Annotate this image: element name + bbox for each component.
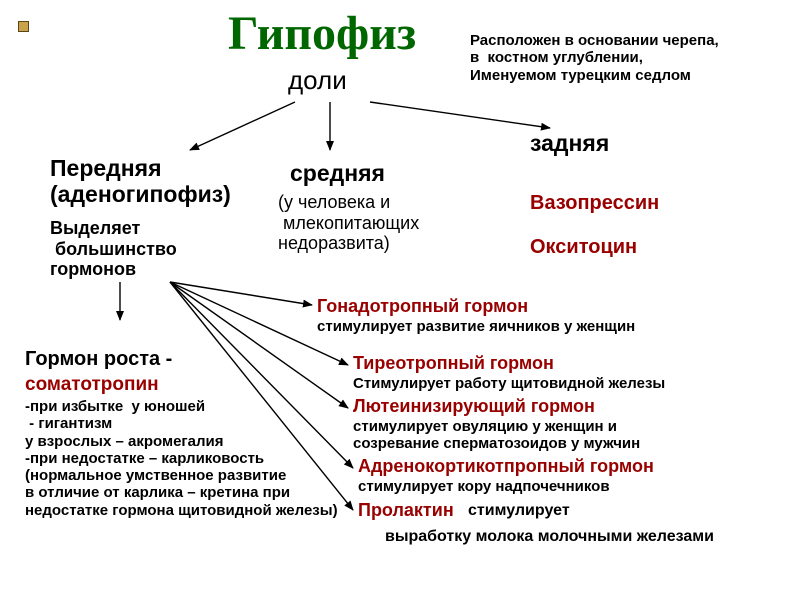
posterior-h2: Окситоцин <box>530 236 637 259</box>
location-note: Расположен в основании черепа, в костном… <box>470 32 719 84</box>
lobe-anterior-sub: Выделяет большинство гормонов <box>50 218 177 280</box>
ant-h2-name: Лютеинизирующий гормон <box>353 396 595 417</box>
ant-h1-desc: Стимулирует работу щитовидной железы <box>353 375 665 392</box>
ant-h4-desc: стимулирует <box>468 502 570 520</box>
growth-name: соматотропин <box>25 374 159 396</box>
lobe-posterior-name: задняя <box>530 130 609 156</box>
slide-bullet <box>18 21 29 32</box>
ant-h2-desc: стимулирует овуляцию у женщин и созреван… <box>353 418 640 453</box>
lobe-anterior-name: Передняя (аденогипофиз) <box>50 155 231 208</box>
lobe-middle-name: средняя <box>290 160 385 186</box>
ant-h0-desc: стимулирует развитие яичников у женщин <box>317 318 635 335</box>
section-heading: доли <box>288 66 347 96</box>
ant-h1-name: Тиреотропный гормон <box>353 353 554 374</box>
ant-h4-desc2: выработку молока молочными железами <box>385 528 714 546</box>
ant-h3-name: Адренокортикотпропный гормон <box>358 456 654 477</box>
growth-details: -при избытке у юношей - гигантизм у взро… <box>25 398 338 519</box>
main-title: Гипофиз <box>228 6 416 61</box>
ant-h4-name: Пролактин <box>358 500 454 521</box>
diagram-root: Гипофиз Расположен в основании черепа, в… <box>0 0 800 600</box>
lobe-middle-note: (у человека и млекопитающих недоразвита) <box>278 192 419 254</box>
growth-title: Гормон роста - <box>25 348 172 371</box>
ant-h3-desc: стимулирует кору надпочечников <box>358 478 610 495</box>
posterior-h1: Вазопрессин <box>530 192 659 215</box>
ant-h0-name: Гонадотропный гормон <box>317 296 528 317</box>
